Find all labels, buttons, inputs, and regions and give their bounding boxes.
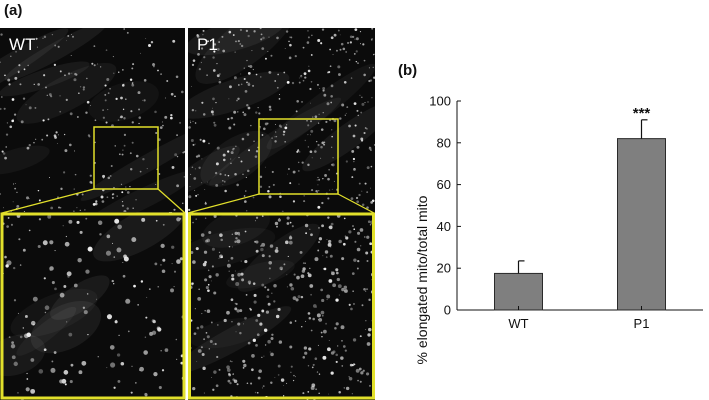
y-axis-label: % elongated mito/total mito	[414, 195, 430, 365]
panel-b-label: (b)	[398, 62, 418, 79]
fluorescence-speckle	[0, 28, 185, 212]
micrograph-wt-overview-image	[0, 28, 185, 212]
y-tick-label: 60	[437, 177, 451, 192]
micrograph-wt-zoom	[0, 212, 185, 400]
micrograph-p1-zoom	[188, 212, 375, 400]
p1-zoom-border	[188, 212, 375, 400]
x-tick-label-p1: P1	[634, 316, 650, 331]
fluorescence-speckle	[188, 212, 375, 400]
micrograph-wt-label: WT	[9, 35, 36, 54]
micrograph-p1-label: P1	[197, 35, 218, 54]
bar-chart-svg: 0 20 40 60 80 100 WT P1 ***	[429, 94, 703, 331]
y-tick-label: 20	[437, 261, 451, 276]
micrograph-p1-overview: P1	[188, 28, 375, 212]
wt-roi-box	[93, 126, 159, 190]
fluorescence-speckle	[188, 28, 375, 212]
p1-roi-box	[258, 118, 339, 195]
wt-zoom-border	[0, 212, 186, 400]
bar-chart: 0 20 40 60 80 100 WT P1 *** % elongated mito/tot…	[395, 80, 709, 400]
bar-wt	[494, 272, 543, 311]
p1-zoom-line-right	[337, 193, 375, 214]
micrograph-p1-zoom-image	[188, 212, 375, 400]
zoom-overlay	[0, 118, 375, 400]
x-tick-label-wt: WT	[508, 316, 528, 331]
y-tick-label: 0	[444, 303, 451, 318]
y-tick-label: 80	[437, 135, 451, 150]
bar-p1	[617, 138, 666, 311]
micrograph-wt-overview: WT	[0, 28, 185, 212]
y-tick-label: 100	[429, 94, 451, 109]
wt-zoom-line-right	[157, 188, 186, 214]
panel-a-label: (a)	[4, 2, 23, 19]
p1-zoom-line-left	[187, 193, 260, 214]
wt-zoom-line-left	[1, 188, 95, 214]
y-tick-label: 40	[437, 219, 451, 234]
micrograph-p1-overview-image	[188, 28, 375, 212]
significance-label: ***	[633, 105, 651, 122]
